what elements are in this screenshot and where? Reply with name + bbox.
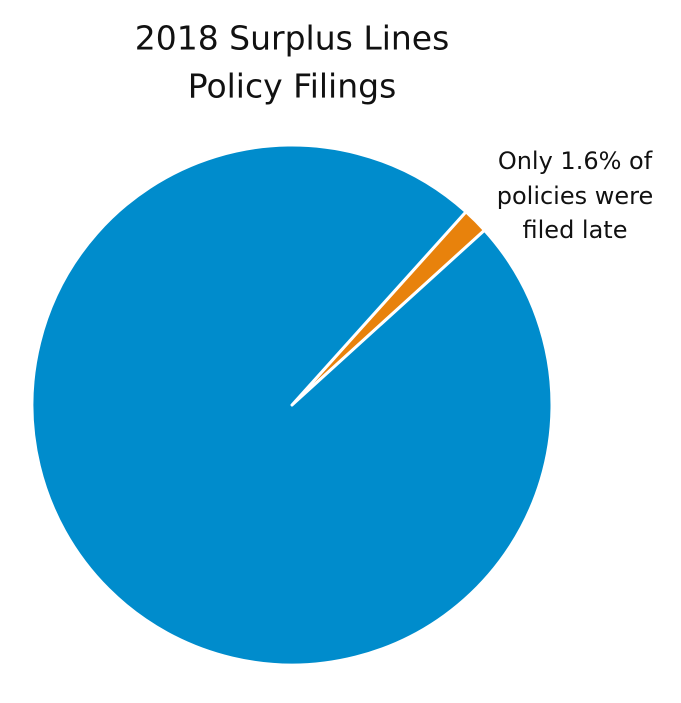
annotation: policies were: [497, 182, 654, 210]
pie-slice: [30, 143, 554, 667]
chart-title: 2018 Surplus Lines: [135, 19, 450, 58]
annotation: filed late: [523, 216, 628, 244]
annotation: Only 1.6% of: [498, 147, 653, 175]
chart-title: Policy Filings: [188, 67, 397, 106]
